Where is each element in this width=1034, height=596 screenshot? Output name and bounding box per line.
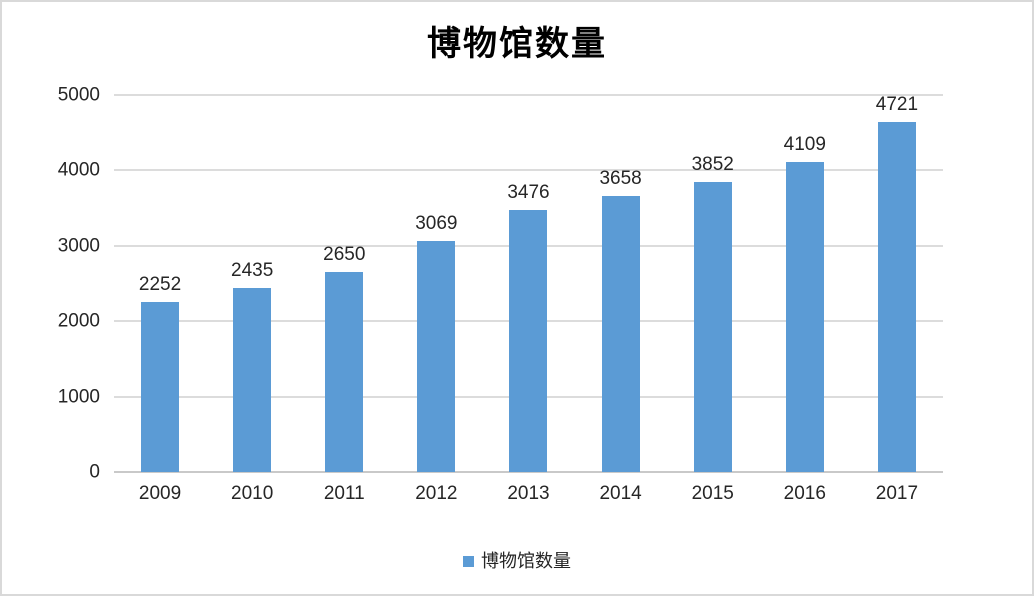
- bar: [141, 302, 180, 472]
- bar-column-2009: 2252: [114, 95, 206, 472]
- x-tick-label-2010: 2010: [231, 483, 274, 504]
- gridline-0: [114, 471, 943, 473]
- x-tick-label-2012: 2012: [415, 483, 458, 504]
- y-tick-label-1000: 1000: [57, 386, 100, 408]
- bars-layer: 2252 2435 2650 3069 3476 3658 3852 4109 4721: [114, 95, 943, 472]
- bar-value-label: 3069: [415, 212, 458, 234]
- gridline-4000: [114, 169, 943, 172]
- legend: 博物馆数量: [463, 552, 571, 570]
- bar: [693, 181, 732, 472]
- bar-value-label: 4109: [783, 134, 826, 156]
- x-tick-label-2015: 2015: [691, 483, 734, 504]
- bar-column-2015: 3852: [667, 95, 759, 472]
- plot-area: 0 1000 2000 3000 4000 5000 2252 2435 2650 3069 34…: [58, 86, 943, 503]
- bar-column-2011: 2650: [298, 95, 390, 472]
- bar-value-label: 3852: [691, 153, 734, 175]
- x-tick-label-2013: 2013: [507, 483, 550, 504]
- y-tick-label-5000: 5000: [57, 84, 100, 106]
- bar-value-label: 3658: [599, 168, 642, 190]
- bar: [785, 162, 824, 472]
- bar: [417, 240, 456, 472]
- legend-label: 博物馆数量: [481, 551, 571, 571]
- bar-column-2016: 4109: [759, 95, 851, 472]
- bar-column-2012: 3069: [390, 95, 482, 472]
- bar: [877, 122, 916, 472]
- x-tick-label-2014: 2014: [599, 483, 642, 504]
- x-tick-label-2009: 2009: [138, 483, 182, 504]
- x-axis-labels: 2009 2010 2011 2012 2013 2014 2015 2016 2017: [114, 484, 943, 503]
- legend-swatch-icon: [463, 555, 474, 567]
- bar: [325, 272, 364, 472]
- chart-title: 博物馆数量: [427, 24, 607, 64]
- bar-value-label: 4721: [875, 94, 919, 115]
- y-tick-label-4000: 4000: [57, 159, 100, 181]
- bar-column-2010: 2435: [206, 95, 298, 472]
- x-tick-label-2017: 2017: [875, 483, 919, 504]
- y-tick-label-3000: 3000: [57, 235, 100, 257]
- bar-value-label: 2435: [231, 260, 274, 282]
- y-tick-label-2000: 2000: [57, 310, 100, 332]
- bar-value-label: 2252: [138, 274, 182, 296]
- x-tick-label-2011: 2011: [323, 483, 365, 504]
- gridline-5000: [114, 94, 943, 96]
- bar-column-2017: 4721: [851, 95, 943, 472]
- bar: [509, 209, 548, 472]
- bar-value-label: 2650: [323, 244, 366, 266]
- bar-column-2013: 3476: [482, 95, 574, 472]
- bar-value-label: 3476: [507, 181, 550, 203]
- bar-column-2014: 3658: [575, 95, 667, 472]
- bar: [233, 288, 272, 472]
- x-tick-label-2016: 2016: [783, 483, 826, 504]
- bar: [601, 196, 640, 472]
- y-tick-label-0: 0: [89, 461, 100, 483]
